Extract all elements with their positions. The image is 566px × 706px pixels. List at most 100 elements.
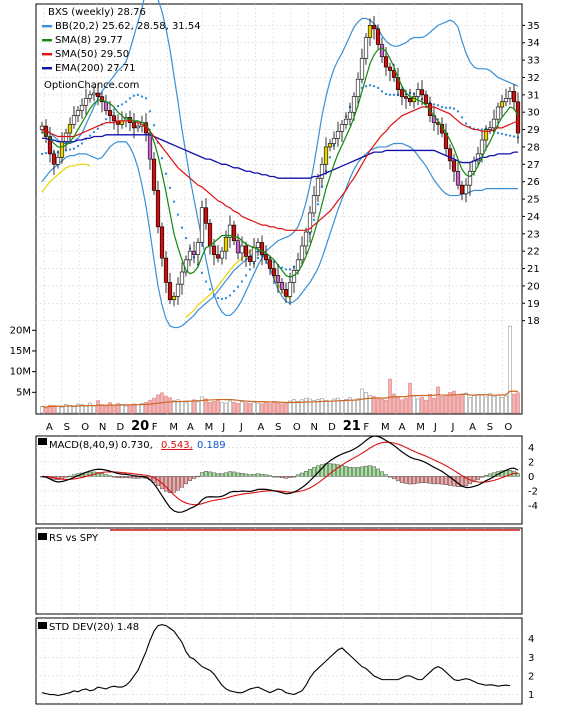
volume-bar xyxy=(356,398,360,414)
volume-bar xyxy=(124,405,128,414)
x-tick-label: M xyxy=(205,422,214,433)
volume-tick-label: 15M xyxy=(10,346,31,357)
volume-bar xyxy=(436,386,440,414)
stddev-line xyxy=(41,624,511,697)
bb-middle-dot xyxy=(160,157,164,160)
price-tick-label: 30 xyxy=(527,108,540,119)
rs-frame xyxy=(35,527,523,615)
x-tick-label: S xyxy=(275,422,281,433)
bb-middle-dot xyxy=(480,128,484,131)
volume-bar xyxy=(268,403,272,414)
volume-bar xyxy=(248,403,252,414)
candle-body xyxy=(311,195,317,214)
volume-bar xyxy=(500,396,504,414)
candle-body xyxy=(307,212,313,233)
volume-bar xyxy=(60,406,64,414)
bb-middle-dot xyxy=(140,95,144,98)
candle-body xyxy=(59,141,65,158)
macd-histogram-bar xyxy=(432,476,437,485)
macd-tick-label: 4 xyxy=(528,443,534,454)
volume-bar xyxy=(476,394,480,414)
candle-body xyxy=(79,104,85,111)
price-tick-label: 31 xyxy=(527,90,540,101)
volume-bar xyxy=(72,406,76,414)
x-tick-label: S xyxy=(64,422,70,433)
candle-body xyxy=(323,146,329,165)
volume-bar xyxy=(516,392,520,414)
bb-middle-dot xyxy=(112,108,116,111)
volume-bar xyxy=(108,402,112,414)
volume-bar xyxy=(216,400,220,414)
macd-histogram-bar xyxy=(408,476,413,485)
volume-bar xyxy=(184,402,188,414)
macd-histogram-bar xyxy=(60,476,65,479)
price-tick-label: 19 xyxy=(527,299,540,310)
macd-histogram-bar xyxy=(99,473,104,477)
volume-bar xyxy=(84,405,88,414)
candle-body xyxy=(199,207,205,243)
macd-panel: -4 -2 0 2 4 MACD(8,40,9) 0.730, 0.543, 0.189 xyxy=(35,435,538,525)
candle-body xyxy=(167,282,173,301)
macd-histogram-bar xyxy=(95,472,100,477)
volume-bar xyxy=(76,403,80,414)
bb-middle-dot xyxy=(496,131,500,135)
macd-histogram-bar xyxy=(123,476,128,478)
price-layer xyxy=(39,0,521,329)
candle-body xyxy=(111,115,117,122)
bollinger-lower-yellow xyxy=(41,163,91,193)
macd-tick-label: 2 xyxy=(528,457,534,468)
volume-bar xyxy=(344,399,348,414)
volume-bar xyxy=(376,397,380,414)
volume-tick-label: 20M xyxy=(10,325,31,336)
candle-body xyxy=(191,250,197,255)
macd-histogram-bar xyxy=(251,474,256,477)
macd-swatch xyxy=(38,438,47,445)
volume-bar xyxy=(204,398,208,414)
volume-bar xyxy=(272,401,276,414)
candle-body xyxy=(479,139,485,155)
volume-bar xyxy=(480,394,484,414)
bb-middle-dot xyxy=(284,268,288,271)
macd-histogram-bar xyxy=(456,476,461,487)
rs-swatch xyxy=(38,533,47,540)
volume-bar xyxy=(324,399,328,414)
macd-histogram-bar xyxy=(404,476,409,484)
bb-middle-dot xyxy=(92,130,96,134)
candle-body xyxy=(495,106,501,120)
volume-bar xyxy=(444,394,448,414)
volume-bar xyxy=(68,405,72,414)
candle-body xyxy=(211,245,217,255)
candle-body xyxy=(403,96,409,99)
volume-bar xyxy=(352,399,356,414)
bb-middle-dot xyxy=(220,297,224,301)
bollinger-lower-line xyxy=(41,141,518,329)
volume-bar xyxy=(492,396,496,414)
volume-bar xyxy=(52,405,56,414)
volume-tick-label: 5M xyxy=(16,387,31,398)
candle-body xyxy=(75,110,81,116)
volume-bar xyxy=(224,402,228,414)
price-tick-label: 33 xyxy=(527,56,540,67)
volume-bar xyxy=(56,405,60,414)
macd-histogram-bar xyxy=(260,473,265,477)
bb-middle-dot xyxy=(72,147,76,150)
candle-body xyxy=(99,96,105,103)
macd-histogram-bar xyxy=(364,465,369,477)
candle-body xyxy=(131,122,137,129)
price-tick-label: 26 xyxy=(527,177,540,188)
candle-body xyxy=(91,92,97,96)
bb-middle-dot xyxy=(68,148,72,151)
candle-body xyxy=(335,131,341,139)
x-tick-label: O xyxy=(293,422,301,433)
x-tick-label: A xyxy=(399,422,406,433)
price-tick-label: 34 xyxy=(527,38,540,49)
macd-histogram-bar xyxy=(171,476,176,493)
candle-body xyxy=(219,250,225,259)
volume-bar xyxy=(404,397,408,414)
volume-bar xyxy=(288,400,292,414)
candle-body xyxy=(71,115,77,125)
bb-middle-dot xyxy=(228,294,232,297)
volume-bar xyxy=(348,397,352,414)
bb-middle-dot xyxy=(172,200,176,203)
